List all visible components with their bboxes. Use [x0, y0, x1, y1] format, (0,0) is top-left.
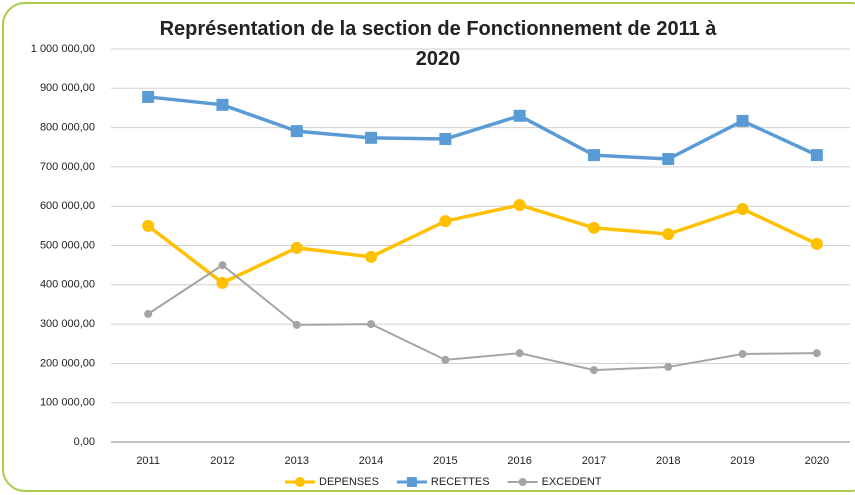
marker — [290, 241, 303, 254]
marker — [810, 237, 823, 250]
marker — [439, 215, 452, 228]
marker — [810, 149, 823, 162]
x-tick-label: 2011 — [136, 455, 160, 467]
marker — [365, 131, 378, 144]
chart-title: Représentation de la section de Fonction… — [159, 18, 717, 70]
series-line — [147, 203, 818, 285]
marker — [738, 349, 747, 358]
marker — [365, 250, 378, 263]
y-tick-label: 0,00 — [74, 436, 95, 448]
marker — [142, 90, 155, 103]
series-line — [147, 263, 817, 372]
marker — [587, 149, 600, 162]
x-tick-label: 2014 — [359, 455, 383, 467]
marker — [736, 114, 749, 127]
legend-label: EXCEDENT — [542, 476, 602, 488]
y-tick-label: 800 000,00 — [40, 122, 95, 134]
y-tick-label: 500 000,00 — [40, 239, 95, 251]
y-tick-label: 100 000,00 — [40, 397, 95, 409]
marker — [216, 276, 229, 289]
marker — [218, 261, 227, 270]
legend-marker — [295, 477, 305, 487]
marker — [587, 221, 600, 234]
legend-marker — [406, 477, 417, 487]
marker — [664, 362, 673, 371]
x-tick-label: 2015 — [433, 455, 457, 467]
legend-label: DEPENSES — [319, 476, 379, 488]
x-tick-label: 2019 — [730, 455, 754, 467]
marker — [513, 199, 526, 212]
x-tick-label: 2016 — [507, 455, 531, 467]
marker — [292, 320, 301, 329]
marker — [515, 349, 524, 358]
x-tick-label: 2013 — [285, 455, 309, 467]
legend-label: RECETTES — [431, 476, 490, 488]
x-tick-label: 2012 — [210, 455, 234, 467]
marker — [142, 219, 155, 232]
marker — [812, 349, 821, 358]
y-tick-label: 300 000,00 — [40, 318, 95, 330]
marker — [367, 320, 376, 329]
legend-marker — [518, 478, 527, 486]
y-tick-label: 600 000,00 — [40, 200, 95, 212]
marker — [144, 309, 153, 318]
y-tick-label: 200 000,00 — [40, 357, 95, 369]
marker — [439, 132, 452, 145]
marker — [662, 153, 675, 166]
marker — [662, 228, 675, 241]
y-tick-label: 1 000 000,00 — [31, 43, 95, 55]
y-tick-label: 900 000,00 — [40, 82, 95, 94]
x-tick-label: 2018 — [656, 455, 680, 467]
y-tick-label: 400 000,00 — [40, 279, 95, 291]
x-tick-label: 2020 — [805, 455, 829, 467]
series-line — [147, 95, 818, 161]
marker — [589, 366, 598, 375]
marker — [441, 355, 450, 364]
y-tick-label: 700 000,00 — [40, 161, 95, 173]
x-tick-label: 2017 — [582, 455, 606, 467]
marker — [736, 202, 749, 215]
marker — [513, 109, 526, 122]
marker — [216, 98, 229, 111]
marker — [290, 125, 303, 138]
